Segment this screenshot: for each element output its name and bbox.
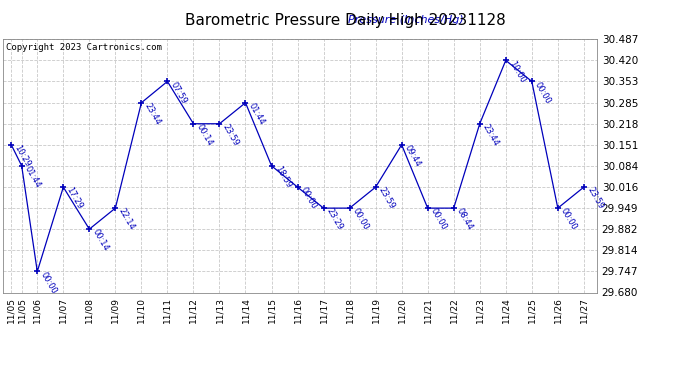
Text: 00:00: 00:00	[429, 207, 448, 232]
Text: 01:44: 01:44	[247, 101, 266, 126]
Text: 00:00: 00:00	[39, 270, 59, 295]
Text: 23:59: 23:59	[221, 122, 241, 147]
Text: Copyright 2023 Cartronics.com: Copyright 2023 Cartronics.com	[6, 43, 162, 52]
Text: 23:59: 23:59	[585, 186, 605, 211]
Text: Barometric Pressure Daily High 20231128: Barometric Pressure Daily High 20231128	[185, 13, 505, 28]
Text: 01:44: 01:44	[23, 164, 43, 189]
Text: 23:44: 23:44	[143, 101, 163, 126]
Text: 10:29: 10:29	[12, 143, 32, 168]
Text: Pressure (Inches/Hg): Pressure (Inches/Hg)	[348, 15, 464, 26]
Text: 07:59: 07:59	[169, 80, 188, 105]
Text: 23:44: 23:44	[481, 122, 501, 147]
Text: 09:44: 09:44	[403, 143, 423, 168]
Text: 10:00: 10:00	[507, 59, 527, 84]
Text: 23:59: 23:59	[377, 186, 397, 211]
Text: 23:29: 23:29	[325, 207, 345, 232]
Text: 00:00: 00:00	[559, 207, 579, 232]
Text: 00:00: 00:00	[533, 80, 553, 105]
Text: 18:59: 18:59	[273, 164, 293, 190]
Text: 22:14: 22:14	[117, 207, 137, 232]
Text: 00:14: 00:14	[195, 122, 215, 147]
Text: 00:00: 00:00	[351, 207, 371, 232]
Text: 08:44: 08:44	[455, 207, 475, 232]
Text: 17:29: 17:29	[65, 186, 84, 211]
Text: 00:14: 00:14	[90, 228, 110, 253]
Text: 00:00: 00:00	[299, 186, 319, 211]
